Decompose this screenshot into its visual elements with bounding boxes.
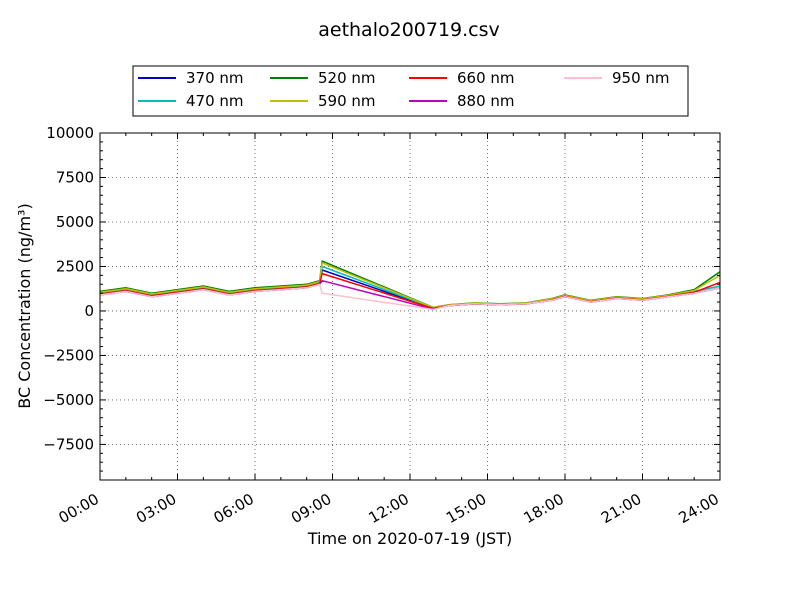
legend-box — [132, 65, 689, 117]
y-tick-label: 7500 — [56, 168, 94, 186]
y-tick-label: −5000 — [43, 391, 94, 409]
legend-label: 470 nm — [186, 92, 244, 110]
y-tick-label: 10000 — [46, 124, 94, 142]
y-tick-label: −2500 — [43, 346, 94, 364]
legend-label: 520 nm — [318, 69, 376, 87]
y-tick-label: −7500 — [43, 435, 94, 453]
y-axis-label: BC Concentration (ng/m³) — [15, 203, 34, 408]
y-axis: −7500 −5000 −2500 0 2500 5000 7500 10000 — [43, 124, 720, 472]
series-line-950-nm — [100, 283, 720, 311]
legend-label: 370 nm — [186, 69, 244, 87]
x-axis-label: Time on 2020-07-19 (JST) — [307, 529, 512, 548]
legend-label: 950 nm — [612, 69, 670, 87]
legend-label: 590 nm — [318, 92, 376, 110]
series-line-590-nm — [100, 262, 720, 309]
legend: 370 nm 470 nm 520 nm 590 nm 660 nm 880 nm 950 … — [132, 65, 689, 117]
series-layer — [100, 260, 720, 311]
chart-title: aethalo200719.csv — [318, 19, 500, 41]
y-tick-label: 0 — [84, 302, 94, 320]
y-tick-label: 5000 — [56, 213, 94, 231]
legend-label: 880 nm — [457, 92, 515, 110]
legend-label: 660 nm — [457, 69, 515, 87]
y-tick-label: 2500 — [56, 257, 94, 275]
